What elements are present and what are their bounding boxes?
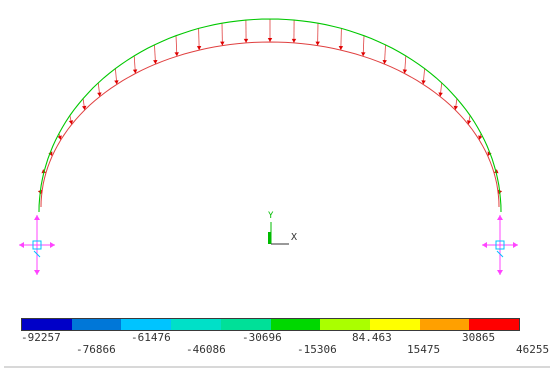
load-arrow-head	[291, 38, 297, 43]
support-arrow-down	[34, 270, 40, 275]
contour-legend-bar	[21, 318, 520, 331]
support-arrow-up	[34, 215, 40, 220]
load-arrow-head	[338, 46, 344, 51]
legend-band-8	[419, 319, 470, 330]
deformed-arch	[38, 18, 502, 213]
legend-label-lower: 46255	[516, 343, 550, 356]
support-node-tick	[33, 250, 41, 258]
load-arrow-head	[402, 69, 408, 74]
support-arrow-right	[513, 242, 518, 248]
support-node-marker	[32, 240, 42, 250]
legend-band-4	[220, 319, 271, 330]
support-arrow-left	[19, 242, 24, 248]
arch-plot	[19, 18, 518, 275]
legend-band-1	[71, 319, 122, 330]
legend-label-lower: -15306	[297, 343, 337, 356]
load-arrow-head	[97, 92, 102, 97]
legend-label-upper: 84.463	[352, 331, 392, 344]
load-arrow-head	[438, 92, 443, 97]
load-arrows	[37, 19, 503, 195]
load-arrow-head	[82, 105, 87, 110]
load-arrow-head	[421, 80, 426, 85]
legend-label-upper: -92257	[21, 331, 61, 344]
legend-band-9	[469, 319, 520, 330]
legend-band-2	[121, 319, 172, 330]
coordinate-triad-icon	[268, 222, 289, 245]
load-arrow-head	[315, 41, 320, 46]
legend-label-lower: -46086	[186, 343, 226, 356]
legend-band-5	[270, 319, 321, 330]
load-arrow-head	[361, 52, 366, 57]
support-arrow-down	[497, 270, 503, 275]
load-arrow-head	[57, 135, 62, 140]
legend-band-7	[369, 319, 420, 330]
divider	[4, 366, 550, 368]
load-arrow-head	[220, 41, 225, 46]
load-arrow-head	[453, 105, 458, 110]
load-arrow-head	[478, 135, 483, 140]
legend-label-upper: -30696	[242, 331, 282, 344]
load-arrow-head	[114, 80, 119, 85]
load-arrow-head	[243, 38, 249, 43]
load-arrow-head	[174, 52, 179, 57]
legend-band-6	[320, 319, 370, 330]
load-arrow-head	[267, 38, 273, 42]
legend-band-0	[22, 319, 72, 330]
load-arrow-head	[382, 60, 387, 65]
load-arrow-head	[196, 46, 202, 51]
legend-label-upper: -61476	[131, 331, 171, 344]
legend-label-lower: -76866	[76, 343, 116, 356]
legend-band-3	[171, 319, 221, 330]
legend-label-lower: 15475	[407, 343, 441, 356]
support-arrow-right	[50, 242, 55, 248]
triad-x-label: X	[291, 232, 298, 243]
support-node-tick	[496, 250, 504, 258]
right-support-icon	[482, 215, 518, 275]
load-arrow-head	[153, 60, 158, 65]
undeformed-arch	[40, 41, 500, 208]
support-arrow-up	[497, 215, 503, 220]
support-arrow-left	[482, 242, 487, 248]
support-node-marker	[495, 240, 505, 250]
legend-label-upper: 30865	[462, 331, 496, 344]
triad-y-label: Y	[268, 211, 274, 221]
left-support-icon	[19, 215, 55, 275]
load-arrow-head	[132, 69, 138, 74]
